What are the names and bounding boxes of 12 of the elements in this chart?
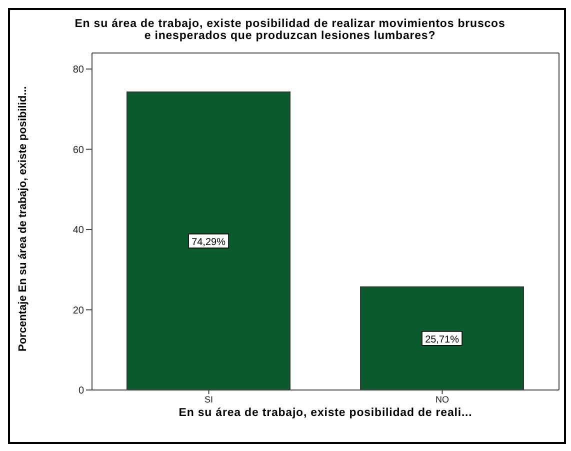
x-tick-label: SI bbox=[204, 394, 214, 404]
x-axis-title: En su área de trabajo, existe posibilidad de reali... bbox=[178, 407, 472, 419]
data-label: 74,29% bbox=[192, 236, 226, 248]
chart-title: En su área de trabajo, existe posibilidad de realizar movimientos bruscos e inesperados que produzcan lesiones lumbares? bbox=[74, 18, 506, 42]
y-tick-label: 0 bbox=[78, 386, 84, 397]
data-label: 25,71% bbox=[425, 334, 460, 346]
y-tick-label: 60 bbox=[72, 144, 84, 156]
y-tick-label: 20 bbox=[72, 305, 84, 316]
x-tick-label: NO bbox=[436, 394, 449, 404]
y-tick-label: 80 bbox=[72, 64, 84, 76]
y-axis-title: Porcentaje En su área de trabajo, existe posibilid... bbox=[16, 86, 29, 352]
y-tick-label: 40 bbox=[72, 225, 84, 236]
